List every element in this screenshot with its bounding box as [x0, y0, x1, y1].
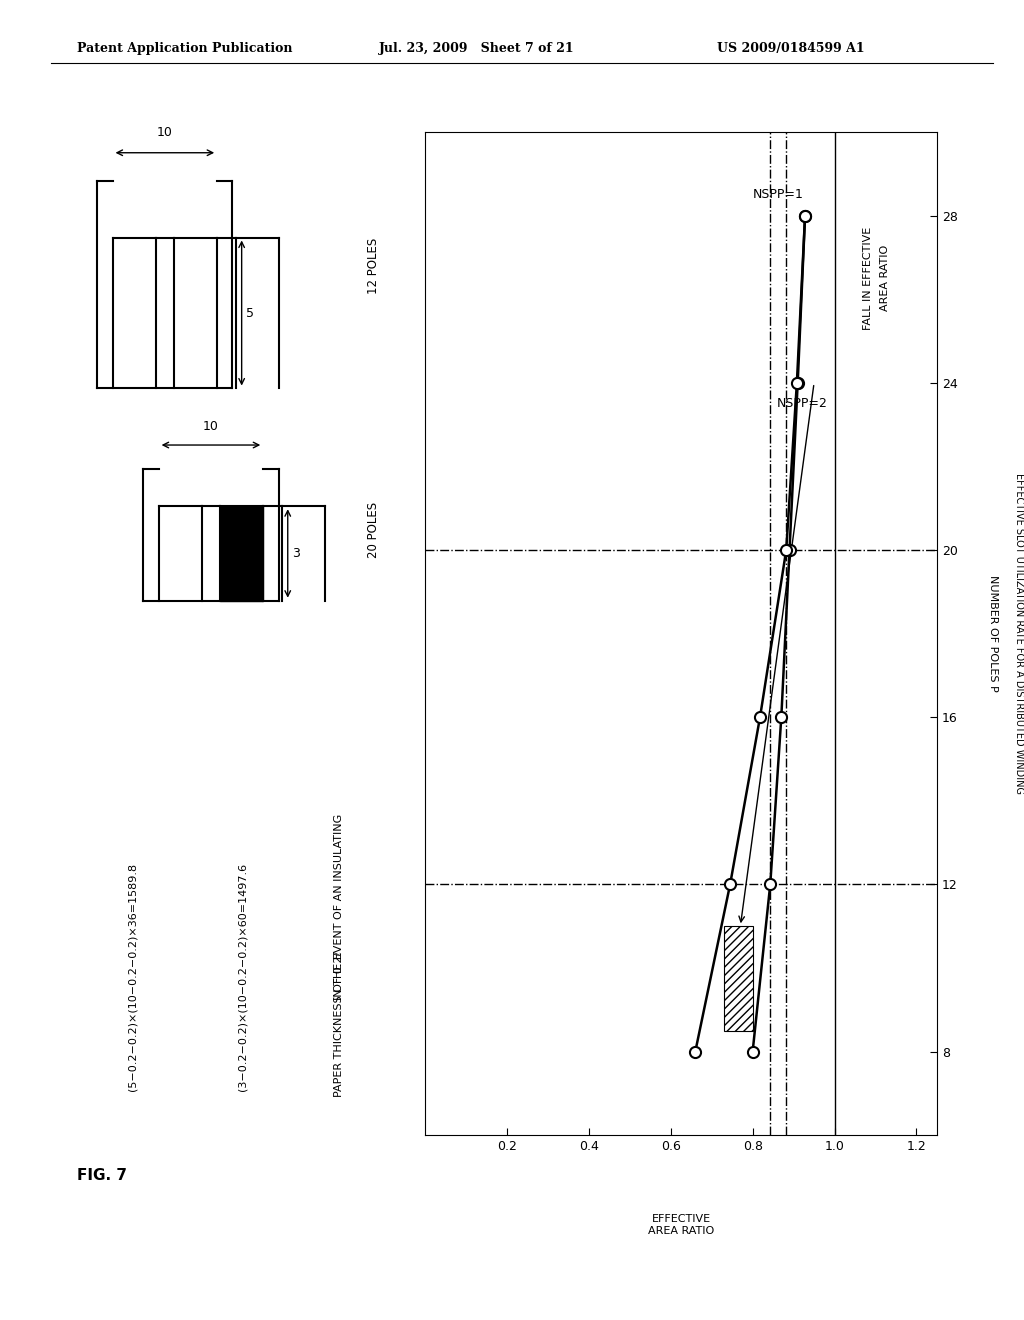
- Text: NUMBER OF POLES P: NUMBER OF POLES P: [988, 576, 998, 692]
- Text: NSPP=1: NSPP=1: [753, 189, 804, 201]
- Text: 10: 10: [157, 125, 173, 139]
- Text: EFFECTIVE SLOT UTILIZATION RATE FOR A DISTRIBUTED WINDING: EFFECTIVE SLOT UTILIZATION RATE FOR A DI…: [1014, 473, 1024, 795]
- Bar: [724, 927, 753, 1031]
- Text: US 2009/0184599 A1: US 2009/0184599 A1: [717, 42, 864, 55]
- Text: AREA RATIO: AREA RATIO: [880, 246, 890, 312]
- Text: (5−0.2−0.2)×(10−0.2−0.2)×36=1589.8: (5−0.2−0.2)×(10−0.2−0.2)×36=1589.8: [127, 863, 137, 1090]
- Text: 3: 3: [293, 546, 300, 560]
- Text: EFFECTIVE
AREA RATIO: EFFECTIVE AREA RATIO: [648, 1214, 714, 1236]
- Text: PAPER THICKNESS OF 0.2ℓ: PAPER THICKNESS OF 0.2ℓ: [334, 950, 344, 1097]
- Text: Patent Application Publication: Patent Application Publication: [77, 42, 292, 55]
- Text: FALL IN EFFECTIVE: FALL IN EFFECTIVE: [863, 227, 873, 330]
- Text: Jul. 23, 2009   Sheet 7 of 21: Jul. 23, 2009 Sheet 7 of 21: [379, 42, 574, 55]
- Text: 12 POLES: 12 POLES: [368, 238, 380, 294]
- Text: 5: 5: [246, 306, 254, 319]
- Text: (3−0.2−0.2)×(10−0.2−0.2)×60=1497.6: (3−0.2−0.2)×(10−0.2−0.2)×60=1497.6: [238, 863, 248, 1090]
- Text: 20 POLES: 20 POLES: [368, 502, 380, 558]
- Text: 10: 10: [203, 420, 219, 433]
- Text: IN THE EVENT OF AN INSULATING: IN THE EVENT OF AN INSULATING: [334, 813, 344, 999]
- Text: NSPP=2: NSPP=2: [777, 397, 828, 411]
- Text: FIG. 7: FIG. 7: [77, 1168, 127, 1183]
- Bar: [220, 507, 263, 601]
